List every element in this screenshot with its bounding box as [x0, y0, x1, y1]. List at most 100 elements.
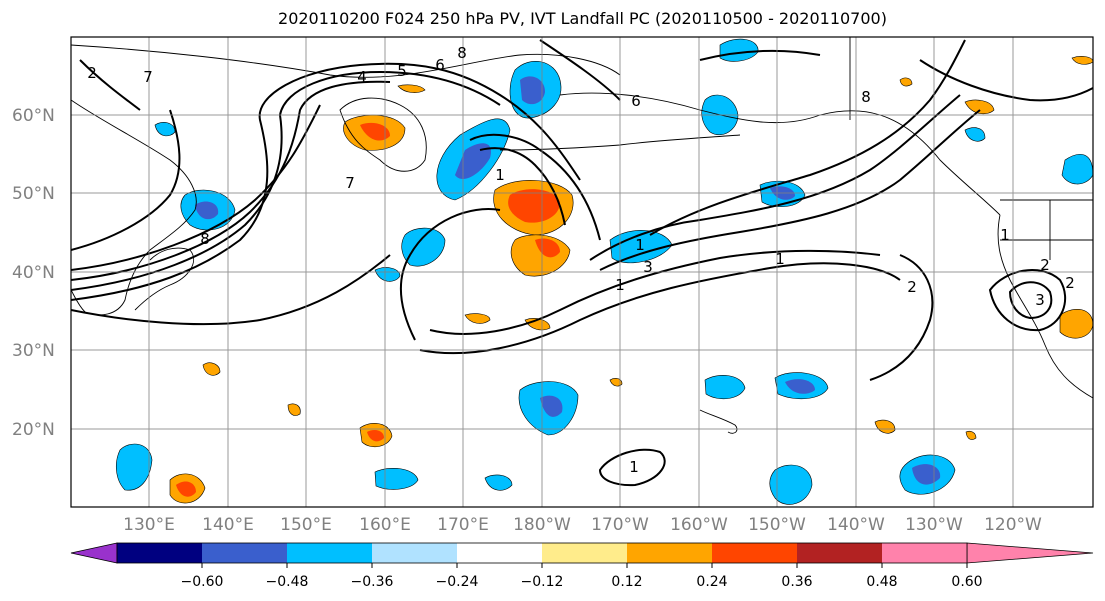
- shade-positive: [287, 403, 301, 416]
- coastline-kamchatka: [339, 97, 427, 172]
- colorbar-tick-label: −0.24: [436, 574, 479, 590]
- shade-negative: [455, 143, 491, 179]
- contour-label: 3: [1035, 291, 1045, 309]
- contour-line: [479, 147, 566, 226]
- lat-label: 40°N: [12, 263, 55, 283]
- shade-negative: [401, 227, 446, 267]
- contour-line: [589, 94, 961, 261]
- contour-label: 1: [775, 250, 785, 268]
- contour-line: [598, 448, 666, 487]
- lon-label: 140°E: [202, 515, 254, 535]
- shaded-field: [116, 38, 1093, 505]
- colorbar-tick-label: 0.12: [611, 574, 642, 590]
- lon-label: 180°W: [513, 515, 571, 535]
- colorbar-ticks: [201, 563, 968, 568]
- colorbar-tick-label: 0.60: [951, 574, 982, 590]
- colorbar-tick-label: −0.60: [181, 574, 224, 590]
- lon-label: 130°W: [905, 515, 963, 535]
- colorbar: −0.60 −0.48 −0.36 −0.24 −0.12 0.12 0.24 …: [70, 542, 1094, 590]
- shade-negative: [704, 375, 746, 400]
- shade-positive: [176, 481, 196, 497]
- contour-line: [399, 208, 501, 341]
- lat-axis: 60°N 50°N 40°N 30°N 20°N: [12, 106, 55, 440]
- shade-positive: [367, 430, 384, 442]
- shade-negative: [195, 201, 219, 220]
- contour-line: [71, 104, 321, 271]
- lon-label: 170°W: [591, 515, 649, 535]
- contour-line: [1008, 281, 1053, 320]
- lon-axis: 130°E 140°E 150°E 160°E 170°E 180°W 170°…: [123, 515, 1042, 535]
- contour-line: [699, 49, 821, 61]
- contour-label: 7: [143, 68, 153, 86]
- contour-line: [79, 59, 141, 111]
- contour-label: 1: [495, 166, 505, 184]
- shade-negative: [154, 122, 176, 137]
- contour-line: [599, 109, 981, 271]
- contour-label: 2: [1040, 256, 1050, 274]
- shade-positive: [964, 99, 995, 115]
- map-title: 2020110200 F024 250 hPa PV, IVT Landfall…: [278, 9, 887, 28]
- coastline-northamerica: [997, 214, 1093, 399]
- lon-label: 140°W: [827, 515, 885, 535]
- contour-label: 8: [457, 44, 467, 62]
- colorbar-segment: [202, 543, 287, 563]
- contour-label: 1: [629, 458, 639, 476]
- shade-positive: [464, 313, 491, 324]
- contour-label: 3: [643, 258, 653, 276]
- shade-negative: [1061, 153, 1093, 185]
- contour-line: [919, 59, 1093, 102]
- lon-label: 150°W: [748, 515, 806, 535]
- lat-label: 30°N: [12, 341, 55, 361]
- state-borders: [849, 37, 1093, 260]
- lat-label: 50°N: [12, 184, 55, 204]
- lon-label: 130°E: [123, 515, 175, 535]
- contour-line: [419, 262, 901, 355]
- contour-label: 2: [87, 64, 97, 82]
- shade-negative: [520, 76, 545, 105]
- shade-positive: [360, 122, 390, 141]
- contour-line: [649, 39, 966, 236]
- contour-label: 2: [1065, 274, 1075, 292]
- contour-label: 2: [907, 278, 917, 296]
- shade-negative: [912, 464, 941, 485]
- colorbar-segment: [882, 543, 967, 563]
- lat-label: 60°N: [12, 106, 55, 126]
- colorbar-segment: [457, 543, 542, 563]
- colorbar-segment: [542, 543, 627, 563]
- contour-label: 4: [357, 68, 367, 86]
- pv-contours: [71, 39, 1093, 487]
- shade-negative: [484, 474, 513, 491]
- colorbar-extend-min: [70, 542, 118, 564]
- shade-negative: [769, 464, 813, 505]
- coastline-hawaii: [699, 409, 738, 434]
- shade-positive: [965, 430, 977, 440]
- shade-negative: [785, 379, 815, 394]
- contour-line: [988, 268, 1067, 332]
- contour-line: [429, 249, 881, 335]
- shade-positive: [1071, 56, 1093, 65]
- contour-label: 6: [631, 92, 641, 110]
- lon-label: 160°W: [670, 515, 728, 535]
- colorbar-tick-label: −0.48: [266, 574, 309, 590]
- shade-positive: [202, 362, 221, 376]
- contour-line: [539, 39, 621, 101]
- shade-positive: [609, 378, 623, 387]
- shade-negative: [116, 443, 153, 491]
- colorbar-segment: [627, 543, 712, 563]
- shade-positive: [508, 189, 560, 223]
- shade-positive: [397, 84, 426, 93]
- contour-line: [469, 133, 601, 241]
- shade-positive: [535, 238, 560, 258]
- shade-positive: [899, 77, 913, 87]
- colorbar-segment: [372, 543, 457, 563]
- contour-label: 7: [345, 174, 355, 192]
- lon-label: 150°E: [280, 515, 332, 535]
- lon-label: 170°E: [437, 515, 489, 535]
- shade-negative: [964, 127, 986, 142]
- colorbar-tick-label: 0.48: [866, 574, 897, 590]
- contour-label: 8: [861, 88, 871, 106]
- contour-label: 5: [397, 62, 407, 80]
- colorbar-tick-label: 0.36: [781, 574, 812, 590]
- contour-line: [869, 254, 934, 381]
